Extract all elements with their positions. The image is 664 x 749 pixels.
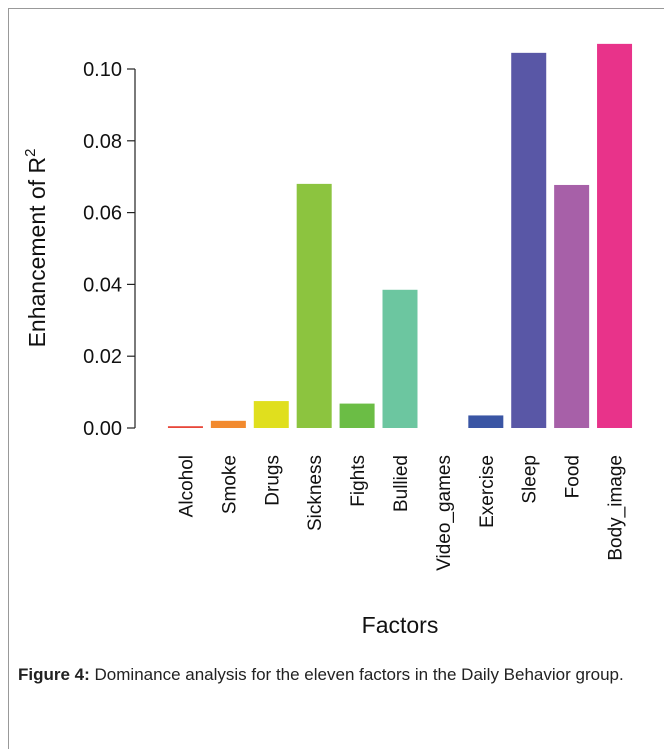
chart: Enhancement of R2 Factors 0.00 0.02 0.04 0.… bbox=[22, 43, 633, 638]
x-tick-label: Sickness bbox=[305, 455, 326, 531]
y-tick-label: 0.04 bbox=[83, 274, 122, 296]
y-axis-label: Enhancement of R2 bbox=[22, 149, 50, 348]
x-tick-label: Sleep bbox=[520, 455, 541, 504]
y-tick-label: 0.08 bbox=[83, 131, 122, 153]
y-axis-label-text: Enhancement of R bbox=[24, 157, 50, 348]
bar bbox=[167, 426, 203, 428]
bar bbox=[468, 415, 504, 428]
caption: Figure 4: Dominance analysis for the ele… bbox=[18, 660, 648, 689]
bar bbox=[210, 420, 246, 428]
x-tick-label: Body_image bbox=[606, 455, 627, 561]
caption-text: Dominance analysis for the eleven factor… bbox=[94, 665, 624, 684]
x-tick-label: Bullied bbox=[391, 455, 412, 512]
x-tick-label: Drugs bbox=[262, 455, 283, 506]
y-tick-label: 0.10 bbox=[83, 59, 122, 81]
bar bbox=[253, 401, 289, 428]
x-axis-label: Factors bbox=[362, 612, 439, 638]
y-tick-label: 0.00 bbox=[83, 418, 122, 440]
bar bbox=[382, 289, 418, 428]
bar bbox=[296, 183, 332, 428]
bar bbox=[554, 184, 590, 428]
y-tick-label: 0.02 bbox=[83, 346, 122, 368]
x-tick-label: Fights bbox=[348, 455, 369, 507]
figure-frame bbox=[8, 8, 664, 749]
y-axis-label-superscript: 2 bbox=[22, 149, 39, 157]
x-tick-label: Video_games bbox=[434, 455, 455, 571]
bar bbox=[597, 43, 633, 429]
bar bbox=[511, 52, 547, 428]
x-tick-label: Alcohol bbox=[176, 455, 197, 517]
x-tick-label: Food bbox=[563, 455, 584, 498]
y-tick-label: 0.06 bbox=[83, 203, 122, 225]
caption-label: Figure 4: bbox=[18, 665, 90, 684]
x-tick-label: Exercise bbox=[477, 455, 498, 528]
x-tick-label: Smoke bbox=[219, 455, 240, 514]
bar bbox=[339, 403, 375, 428]
page: Enhancement of R2 Factors 0.00 0.02 0.04 0.… bbox=[8, 8, 664, 749]
